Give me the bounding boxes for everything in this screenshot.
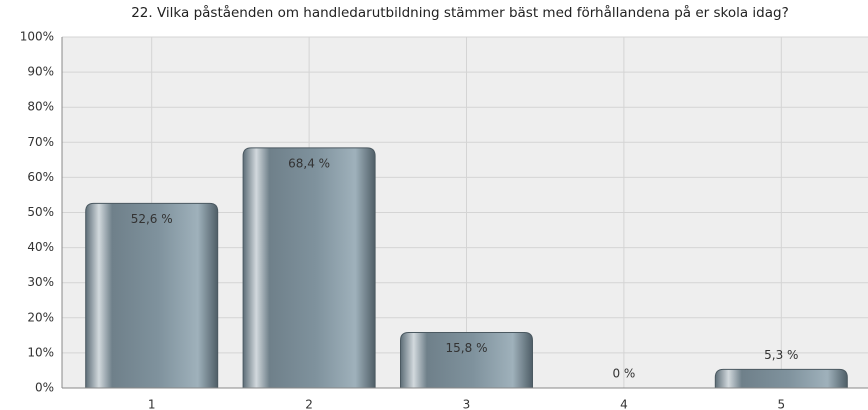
y-tick-label: 50% bbox=[27, 205, 54, 219]
bar bbox=[400, 332, 533, 389]
y-tick-label: 0% bbox=[35, 381, 54, 395]
data-label: 5,3 % bbox=[764, 348, 798, 362]
y-tick-label: 20% bbox=[27, 310, 54, 324]
x-tick-label: 1 bbox=[148, 398, 156, 410]
chart-title: 22. Vilka påståenden om handledarutbildn… bbox=[131, 4, 789, 21]
y-tick-label: 100% bbox=[20, 30, 54, 44]
y-tick-label: 40% bbox=[27, 240, 54, 254]
y-tick-label: 30% bbox=[27, 275, 54, 289]
data-label: 0 % bbox=[612, 367, 635, 381]
bar bbox=[714, 368, 848, 389]
data-label: 15,8 % bbox=[446, 341, 488, 355]
x-tick-label: 3 bbox=[463, 398, 471, 410]
bar bbox=[85, 202, 219, 389]
data-label: 52,6 % bbox=[131, 212, 173, 226]
bar bbox=[242, 147, 376, 389]
y-tick-label: 70% bbox=[27, 135, 54, 149]
x-tick-label: 5 bbox=[777, 398, 785, 410]
y-tick-label: 90% bbox=[27, 65, 54, 79]
y-tick-label: 80% bbox=[27, 100, 54, 114]
y-tick-label: 10% bbox=[27, 345, 54, 359]
x-tick-label: 2 bbox=[305, 398, 313, 410]
data-label: 68,4 % bbox=[288, 156, 330, 170]
x-tick-label: 4 bbox=[620, 398, 628, 410]
y-tick-label: 60% bbox=[27, 170, 54, 184]
